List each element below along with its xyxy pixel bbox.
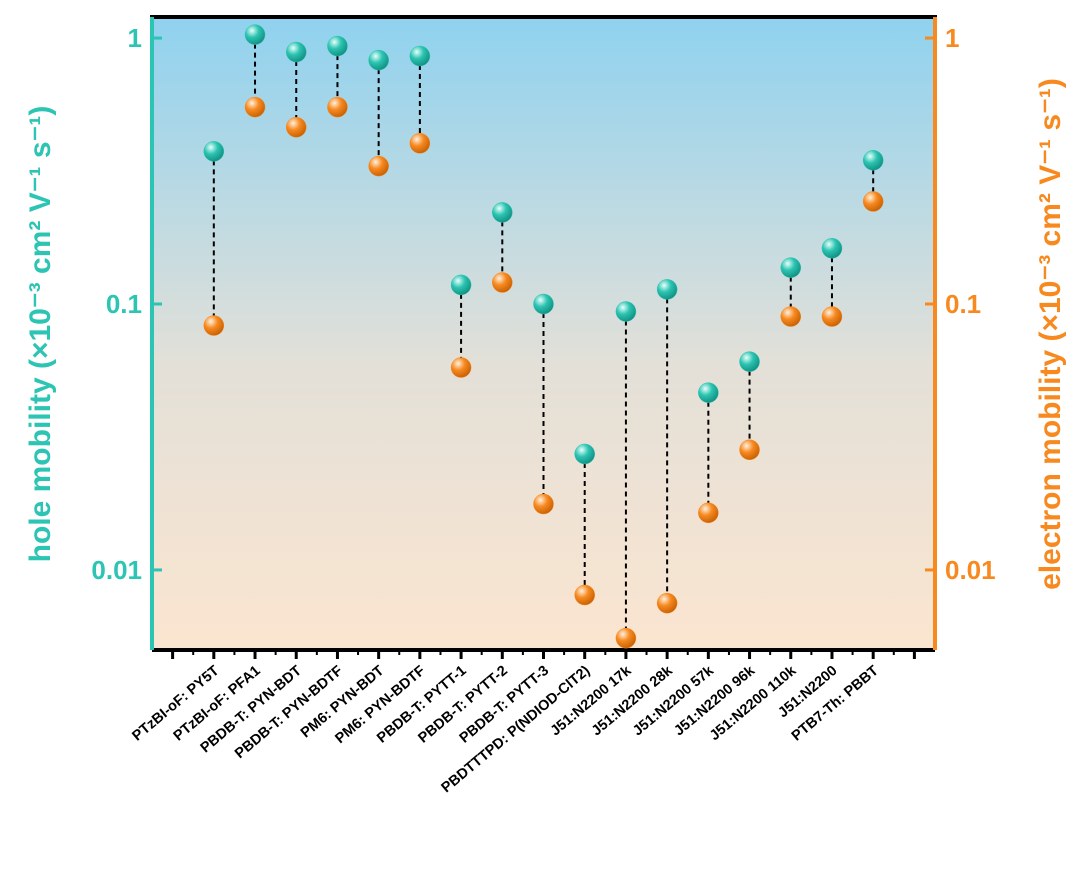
marker <box>492 202 513 223</box>
marker <box>203 141 225 162</box>
y2-tick-label: 0.01 <box>945 555 996 585</box>
marker <box>450 357 472 378</box>
y-tick-label: 1 <box>128 23 142 53</box>
marker <box>368 155 389 177</box>
marker <box>615 301 637 322</box>
y-tick-label: 0.1 <box>106 289 142 319</box>
marker <box>821 238 843 259</box>
marker <box>862 150 884 171</box>
marker <box>327 35 348 57</box>
marker <box>533 293 554 315</box>
marker <box>285 116 307 138</box>
marker <box>409 133 431 154</box>
marker <box>203 315 225 336</box>
marker <box>821 306 843 327</box>
y2-tick-label: 0.1 <box>945 289 981 319</box>
marker <box>533 493 554 515</box>
marker <box>368 49 389 71</box>
marker <box>574 443 595 465</box>
y2-tick-label: 1 <box>945 23 959 53</box>
marker <box>327 96 348 118</box>
marker <box>862 191 884 212</box>
marker <box>409 45 431 67</box>
marker <box>244 24 266 45</box>
marker <box>492 272 513 293</box>
marker <box>739 439 760 461</box>
y-tick-label: 0.01 <box>91 555 142 585</box>
marker <box>574 584 595 606</box>
marker <box>285 41 307 63</box>
y-axis-label: hole mobility (×10⁻³ cm² V⁻¹ s⁻¹) <box>24 106 57 563</box>
marker <box>739 351 760 372</box>
marker <box>698 502 719 524</box>
marker <box>698 382 719 403</box>
marker <box>656 592 678 614</box>
marker <box>656 279 678 300</box>
marker <box>780 306 802 327</box>
marker <box>615 627 637 649</box>
marker <box>450 274 472 296</box>
marker <box>244 96 266 118</box>
marker <box>780 257 802 278</box>
y2-axis-label: electron mobility (×10⁻³ cm² V⁻¹ s⁻¹) <box>1034 78 1067 590</box>
